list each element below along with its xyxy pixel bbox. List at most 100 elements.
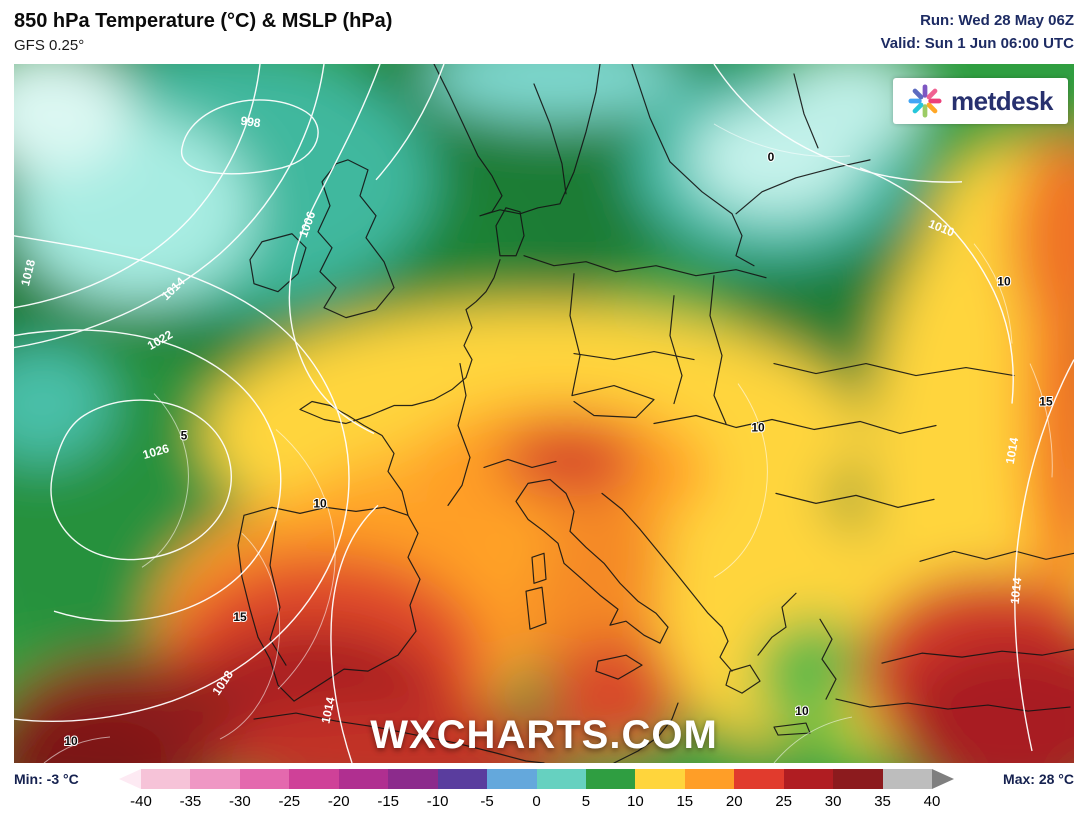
header: 850 hPa Temperature (°C) & MSLP (hPa) GF…: [0, 0, 1088, 64]
colorbar-tick: -20: [327, 793, 350, 810]
isobar-label: 1014: [318, 695, 337, 724]
temp-contour-line: [713, 123, 851, 158]
colorbar-tick: -15: [377, 793, 400, 810]
border-line: [819, 618, 837, 700]
isobar-label: 1014: [1008, 577, 1025, 605]
isobar-line: [288, 64, 381, 435]
colorbar-tick: -5: [480, 793, 494, 810]
border-line: [881, 648, 1074, 664]
isobar-label: 998: [240, 114, 262, 131]
border-line: [757, 592, 797, 656]
border-line: [919, 550, 1074, 562]
temp-contour-label: 15: [233, 610, 247, 624]
min-temp-label: Min: -3 °C: [14, 771, 79, 787]
border-line: [533, 83, 567, 195]
watermark: WXCHARTS.COM: [370, 713, 718, 757]
temp-contour-line: [141, 393, 189, 568]
isobars: [14, 64, 1074, 763]
temp-contour-line: [773, 716, 853, 763]
colorbar-segment: [783, 769, 834, 789]
border-line: [269, 520, 287, 666]
border-line: [725, 664, 761, 694]
temperature-field: [14, 64, 1074, 763]
colorbar-segment: [239, 769, 290, 789]
colorbar-segment: [684, 769, 735, 789]
colorbar-arrow-right: [932, 769, 954, 789]
isobar-line: [330, 504, 379, 763]
isobar-line: [859, 167, 1014, 404]
colorbar-segment: [289, 769, 339, 789]
metdesk-logo: metdesk: [893, 78, 1068, 124]
colorbar-tick: -10: [426, 793, 449, 810]
border-line: [595, 654, 643, 680]
border-line: [793, 73, 819, 149]
page-title: 850 hPa Temperature (°C) & MSLP (hPa): [14, 10, 393, 32]
colorbar-tick: 20: [725, 793, 743, 810]
temp-contour-label: 10: [751, 420, 765, 434]
colorbar-tick: -35: [179, 793, 202, 810]
temp-contour-line: [275, 429, 336, 690]
colorbar-tick: 0: [532, 793, 541, 810]
border-line: [573, 350, 695, 361]
temp-contour-label: 10: [64, 734, 78, 748]
colorbar-tick: 10: [627, 793, 644, 810]
colorbar-segment: [833, 769, 883, 789]
border-line: [631, 64, 755, 267]
valid-label: Valid: Sun 1 Jun 06:00 UTC: [880, 34, 1074, 52]
isobar-line: [50, 399, 233, 561]
border-line: [249, 233, 307, 293]
temp-labels: 0 5 10 15 10 10 10 10 15: [63, 149, 1054, 749]
colorbar-segment: [882, 769, 932, 789]
border-line: [523, 255, 767, 279]
temp-contour-label: 5: [181, 428, 188, 442]
colorbar-segment: [190, 769, 240, 789]
colorbar-tick: -25: [278, 793, 301, 810]
border-line: [525, 586, 547, 630]
colorbar-segment: [635, 769, 685, 789]
border-line: [447, 362, 471, 506]
isobar-line: [14, 64, 261, 309]
colorbar-ticks: -40 -35 -30 -25 -20 -15 -10 -5 0 5 10 15 20 25 30 35 40: [119, 793, 954, 815]
temp-contour-label: 15: [1039, 395, 1053, 409]
isobar-line: [14, 235, 350, 722]
temp-contour-label: 0: [768, 150, 775, 164]
metdesk-starburst-icon: [908, 84, 942, 118]
isobar-line: [1014, 359, 1074, 752]
border-line: [317, 159, 395, 319]
temperature-legend: Min: -3 °C -40 -35 -30 -25 -20 -15 -10 -5 0 5 10 15…: [0, 769, 1088, 815]
isobar-label: 1014: [1003, 436, 1021, 465]
colorbar-tick: 40: [923, 793, 941, 810]
border-line: [835, 698, 1071, 712]
colorbar-segment: [536, 769, 586, 789]
temp-contour-label: 10: [997, 275, 1011, 289]
isobar-line: [375, 64, 445, 181]
wxcharts-page: 850 hPa Temperature (°C) & MSLP (hPa) GF…: [0, 0, 1088, 815]
weather-map-canvas: 9981006101410181022102610101014101410181…: [14, 64, 1074, 763]
colorbar-segment: [388, 769, 438, 789]
run-label: Run: Wed 28 May 06Z: [920, 12, 1074, 29]
border-line: [613, 702, 679, 763]
isobar-line: [14, 329, 282, 622]
colorbar-area: -40 -35 -30 -25 -20 -15 -10 -5 0 5 10 15 20 25 30 35 40: [119, 769, 954, 815]
colorbar-segment: [487, 769, 537, 789]
colorbar-tick: 15: [676, 793, 694, 810]
border-line: [433, 64, 601, 217]
colorbar-tick: -40: [130, 793, 152, 810]
model-label: GFS 0.25°: [14, 37, 85, 54]
border-line: [601, 492, 733, 672]
metdesk-logo-text: metdesk: [951, 85, 1054, 116]
colorbar-segment: [338, 769, 389, 789]
temp-contour-line: [713, 383, 768, 578]
max-temp-label: Max: 28 °C: [1003, 771, 1074, 787]
border-line: [531, 552, 547, 584]
title-block: 850 hPa Temperature (°C) & MSLP (hPa) GF…: [14, 10, 392, 54]
colorbar-tick: 25: [775, 793, 793, 810]
border-line: [515, 478, 669, 644]
border-line: [775, 492, 935, 508]
border-line: [495, 207, 525, 257]
colorbar-segment: [585, 769, 636, 789]
isobar-line: [14, 64, 325, 349]
isobar-line: [181, 99, 319, 175]
colorbar-tick: 30: [824, 793, 842, 810]
temp-contour-label: 10: [313, 496, 327, 510]
